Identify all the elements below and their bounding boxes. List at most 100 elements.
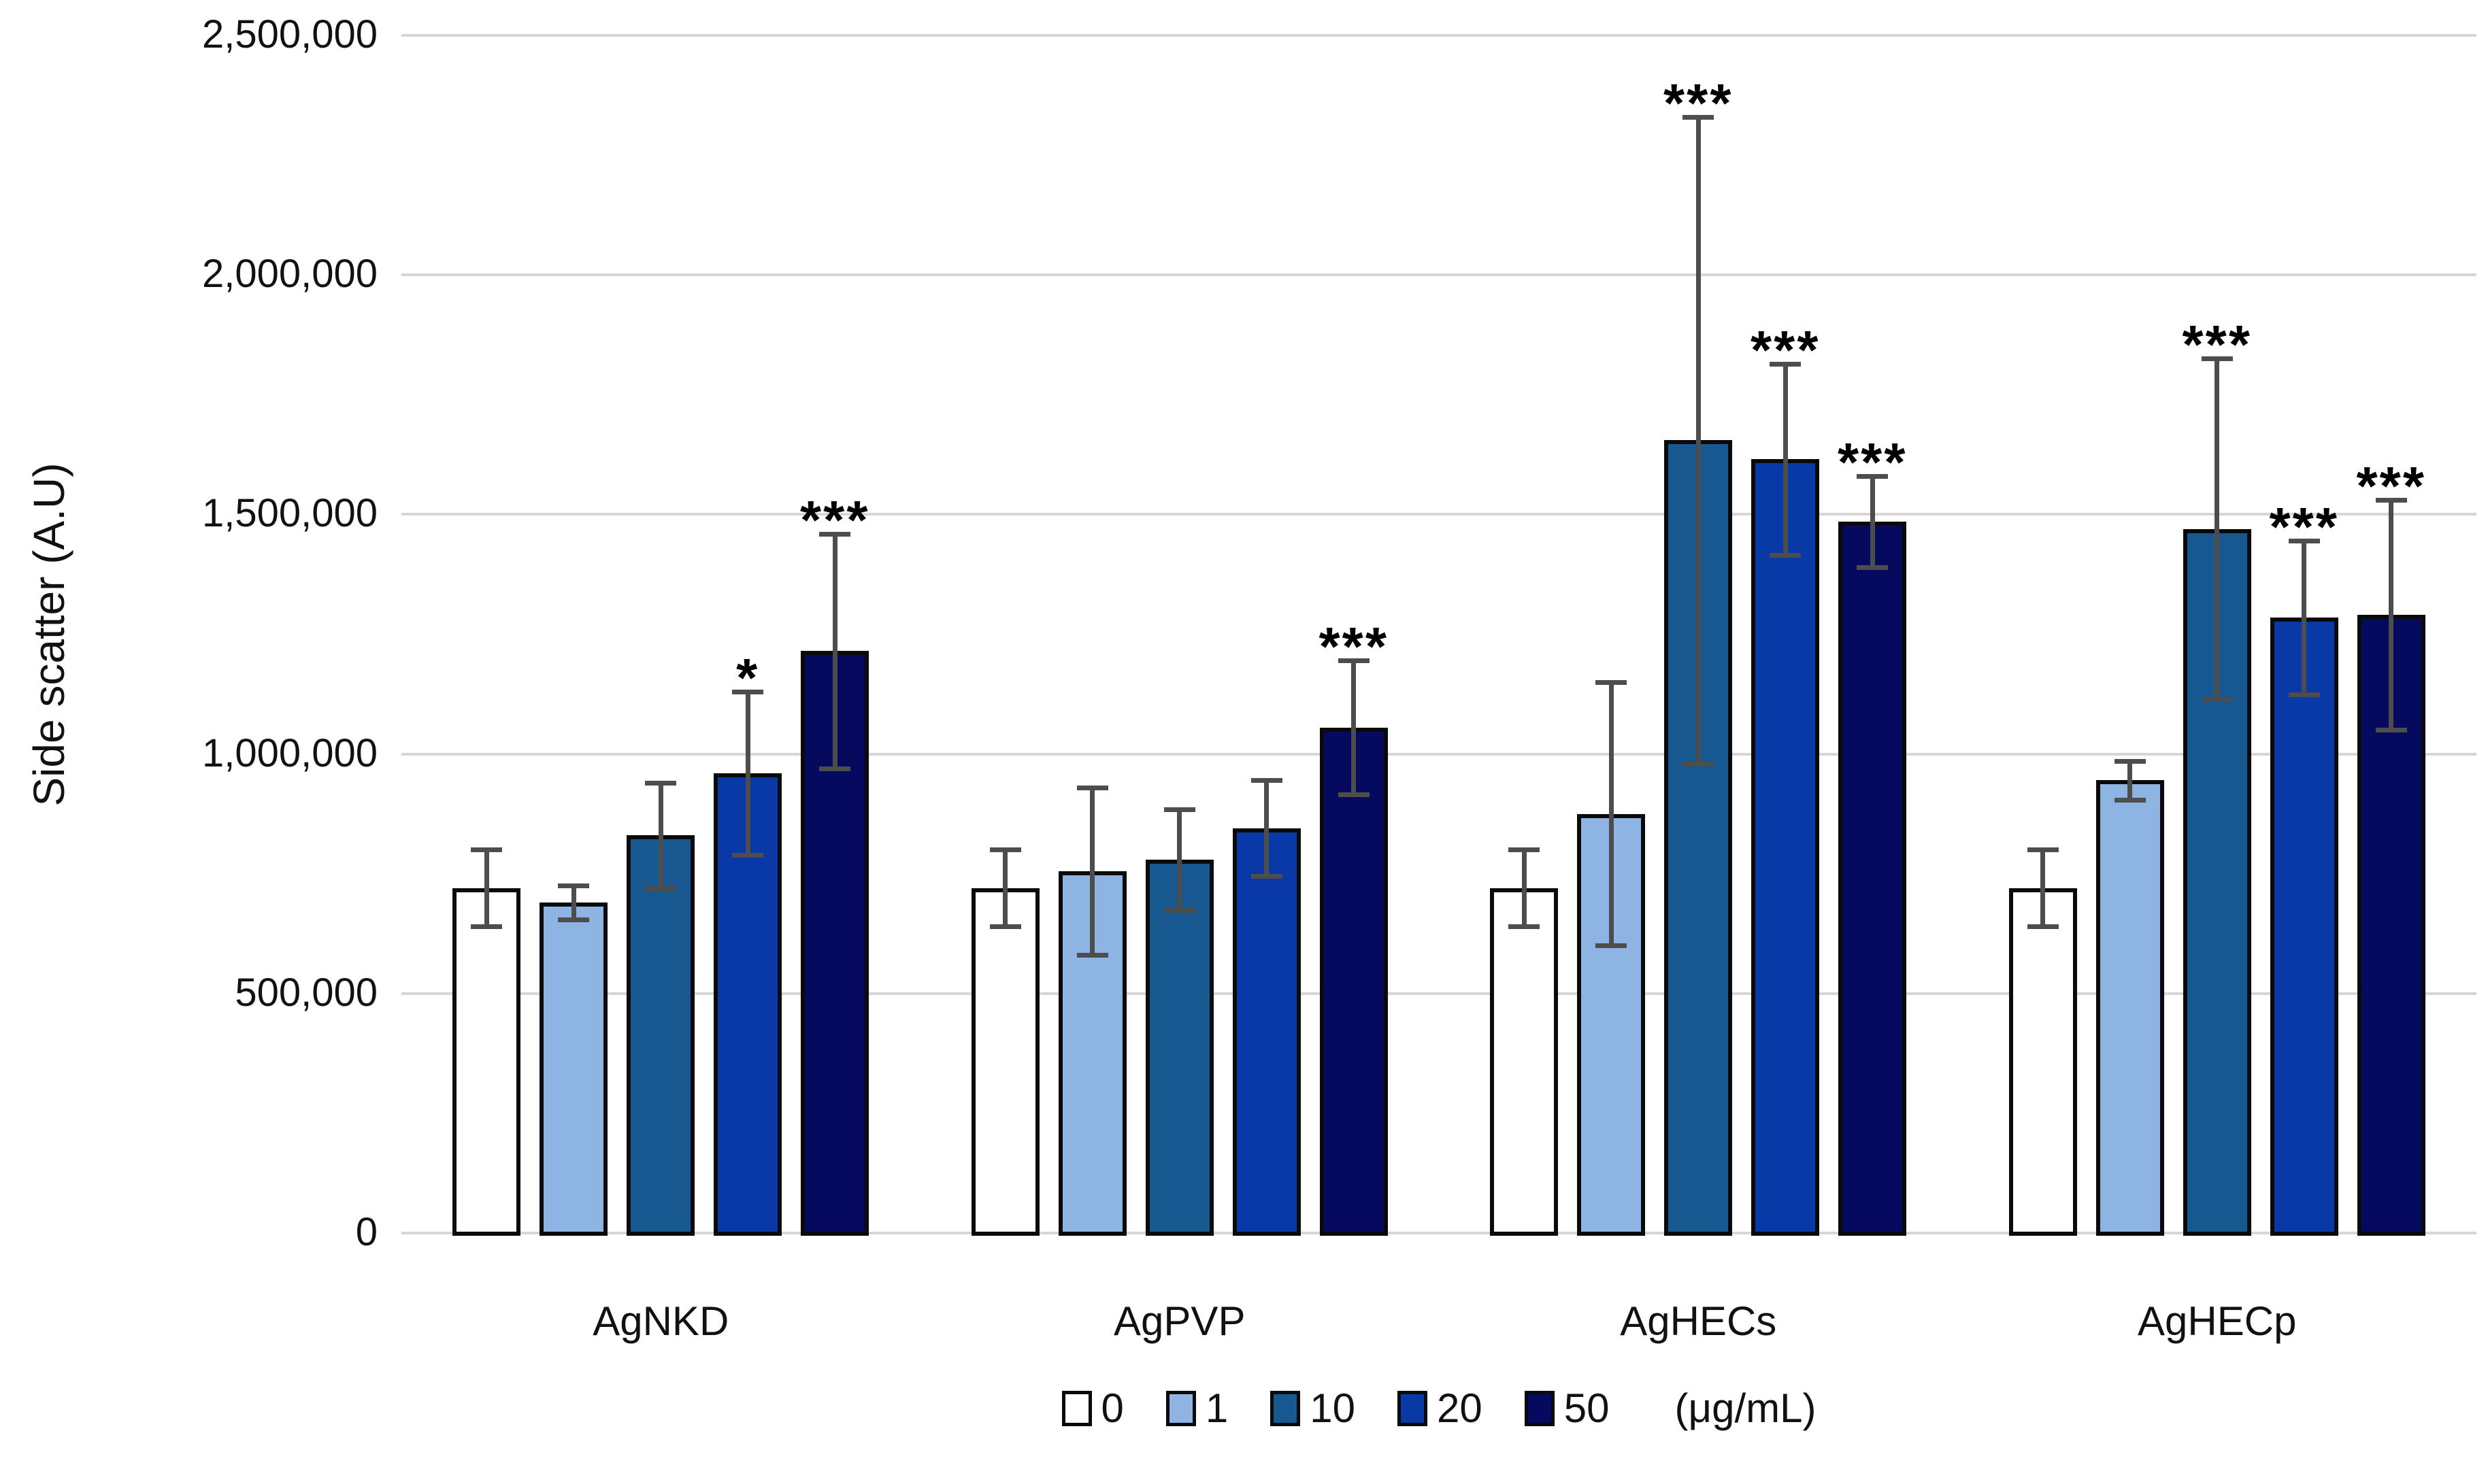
error-cap-top <box>2375 498 2407 503</box>
bar <box>2095 780 2164 1236</box>
legend-entry: 50 <box>1524 1385 1610 1432</box>
bar <box>1232 828 1301 1236</box>
y-tick-label: 0 <box>355 1210 378 1255</box>
error-bar <box>2302 541 2307 694</box>
error-cap-bottom <box>732 852 764 858</box>
bar <box>540 902 608 1236</box>
error-cap-top <box>1682 114 1714 120</box>
error-cap-bottom <box>989 924 1021 930</box>
gridline <box>401 513 2476 516</box>
error-bar <box>1608 681 1614 946</box>
significance-marker: *** <box>2356 456 2426 517</box>
legend-swatch <box>1270 1390 1301 1426</box>
error-cap-bottom <box>2114 797 2146 803</box>
error-cap-bottom <box>1682 761 1714 766</box>
gridline <box>401 273 2476 277</box>
error-cap-bottom <box>471 924 503 930</box>
bar <box>627 835 695 1236</box>
legend-swatch <box>1061 1390 1092 1426</box>
legend-label: 50 <box>1563 1385 1610 1431</box>
significance-marker: *** <box>2269 496 2339 558</box>
legend-label: 10 <box>1310 1385 1356 1431</box>
error-cap-top <box>1076 785 1108 790</box>
error-bar <box>832 533 837 769</box>
y-tick-label: 500,000 <box>235 970 378 1015</box>
y-axis-title: Side scatter (A.U) <box>24 462 73 807</box>
bar <box>2008 888 2077 1236</box>
error-bar <box>1003 849 1008 927</box>
significance-marker: *** <box>2182 314 2252 375</box>
legend-entry: 10 <box>1270 1385 1355 1432</box>
error-cap-top <box>1250 778 1282 783</box>
error-bar <box>2215 358 2220 699</box>
error-cap-bottom <box>2375 728 2407 733</box>
error-cap-bottom <box>1595 943 1627 949</box>
error-bar <box>571 886 576 920</box>
error-cap-top <box>819 531 851 537</box>
error-cap-top <box>471 847 503 853</box>
bar <box>1490 888 1559 1236</box>
error-bar <box>1177 809 1182 910</box>
bar <box>1319 727 1388 1236</box>
error-cap-bottom <box>1163 907 1195 913</box>
error-bar <box>1521 849 1527 927</box>
error-cap-bottom <box>1250 874 1282 879</box>
bar <box>1751 459 1820 1236</box>
error-cap-bottom <box>645 886 677 891</box>
y-tick-label: 1,500,000 <box>201 491 378 536</box>
x-category-label: AgHECp <box>2138 1298 2297 1344</box>
legend-label: 1 <box>1205 1385 1229 1431</box>
error-bar <box>658 782 663 888</box>
error-cap-bottom <box>1076 953 1108 958</box>
error-cap-top <box>558 883 590 889</box>
error-bar <box>1264 780 1270 877</box>
error-cap-top <box>732 690 764 695</box>
legend-label: 20 <box>1437 1385 1482 1431</box>
x-category-label: AgPVP <box>1114 1298 1246 1344</box>
error-bar <box>484 849 489 927</box>
significance-marker: *** <box>1838 432 1908 493</box>
significance-marker: *** <box>800 489 870 550</box>
legend-label: 0 <box>1101 1385 1124 1431</box>
error-cap-bottom <box>558 917 590 922</box>
x-category-label: AgHECs <box>1620 1298 1777 1344</box>
error-bar <box>1351 660 1357 795</box>
y-tick-label: 2,500,000 <box>201 12 378 57</box>
bar <box>452 888 521 1236</box>
error-cap-bottom <box>2201 696 2233 702</box>
error-cap-bottom <box>1338 792 1370 798</box>
error-cap-bottom <box>1857 564 1889 570</box>
gridline <box>401 34 2476 37</box>
error-cap-top <box>1338 658 1370 664</box>
gridline <box>401 992 2476 995</box>
legend-entry: 0 <box>1061 1385 1124 1432</box>
error-bar <box>1695 116 1701 764</box>
gridline <box>401 752 2476 756</box>
error-cap-top <box>2027 847 2059 853</box>
error-cap-top <box>1508 847 1540 853</box>
error-bar <box>1870 476 1875 567</box>
bar <box>1145 859 1214 1236</box>
legend-swatch <box>1165 1390 1196 1426</box>
error-cap-top <box>2201 356 2233 362</box>
y-tick-label: 2,000,000 <box>201 252 378 297</box>
error-cap-top <box>1595 679 1627 685</box>
error-cap-top <box>645 780 677 786</box>
error-cap-bottom <box>2288 692 2320 697</box>
error-cap-bottom <box>819 766 851 771</box>
significance-marker: *** <box>1751 319 1821 380</box>
error-cap-top <box>989 847 1021 853</box>
gridline <box>401 1232 2476 1234</box>
error-cap-top <box>2288 539 2320 544</box>
significance-marker: * <box>736 647 760 709</box>
legend: 0 1 10 20 50 (μg/mL) <box>401 1385 2476 1432</box>
y-tick-label: 1,000,000 <box>201 730 378 775</box>
error-bar <box>745 692 750 855</box>
legend-entry: 1 <box>1165 1385 1229 1432</box>
legend-swatch <box>1524 1390 1555 1426</box>
error-bar <box>1090 787 1095 956</box>
error-bar <box>2040 849 2046 927</box>
error-cap-bottom <box>1508 924 1540 930</box>
significance-marker: *** <box>1318 616 1389 677</box>
